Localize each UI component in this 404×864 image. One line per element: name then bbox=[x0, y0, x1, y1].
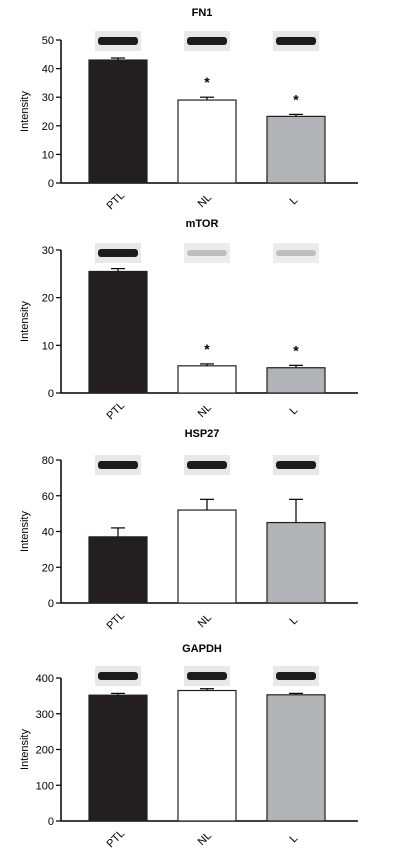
chart-title: GAPDH bbox=[182, 643, 222, 655]
chart-title: FN1 bbox=[192, 7, 213, 19]
chart-title: HSP27 bbox=[185, 428, 220, 440]
chart-panel-fn1: FN1 0 10 20 30 40 50 Intensity PTL * NL * L bbox=[19, 7, 358, 212]
y-tick-label: 200 bbox=[36, 745, 54, 757]
x-tick-label: PTL bbox=[104, 189, 127, 212]
y-tick-label: 50 bbox=[42, 35, 54, 47]
x-tick-label: NL bbox=[196, 192, 214, 210]
y-tick-label: 40 bbox=[42, 527, 54, 539]
y-tick-label: 0 bbox=[48, 598, 54, 610]
y-tick-label: 20 bbox=[42, 562, 54, 574]
x-tick-label: PTL bbox=[104, 609, 127, 632]
chart-title: mTOR bbox=[186, 218, 219, 230]
y-tick-label: 10 bbox=[42, 340, 54, 352]
bar-nl bbox=[177, 99, 237, 184]
x-tick-label: L bbox=[287, 404, 300, 417]
bar-nl bbox=[177, 509, 237, 604]
bar-l bbox=[266, 694, 326, 822]
x-tick-label: NL bbox=[196, 830, 214, 848]
chart-panel-gapdh: GAPDH 0 100 200 300 400 Intensity PTL NL L bbox=[19, 643, 358, 850]
bar-nl bbox=[177, 689, 237, 822]
x-tick-label: NL bbox=[196, 402, 214, 420]
y-tick-label: 80 bbox=[42, 455, 54, 467]
x-tick-label: L bbox=[287, 832, 300, 845]
y-tick-label: 60 bbox=[42, 491, 54, 503]
chart-panel-mtor: mTOR 0 10 20 30 Intensity PTL * NL * L bbox=[19, 218, 358, 422]
bar-l bbox=[266, 367, 326, 394]
y-axis-label: Intensity bbox=[19, 91, 31, 132]
bar-ptl bbox=[88, 536, 148, 604]
y-tick-label: 20 bbox=[42, 121, 54, 133]
blot-band bbox=[187, 672, 227, 680]
chart-panel-hsp27: HSP27 0 20 40 60 80 Intensity PTL NL L bbox=[19, 428, 358, 632]
y-tick-label: 20 bbox=[42, 293, 54, 305]
y-axis-label: Intensity bbox=[19, 301, 31, 342]
x-tick-label: L bbox=[287, 614, 300, 627]
y-axis-label: Intensity bbox=[19, 511, 31, 552]
blot-band bbox=[98, 461, 138, 469]
blot-band bbox=[187, 250, 227, 256]
y-tick-label: 0 bbox=[48, 178, 54, 190]
y-tick-label: 0 bbox=[48, 816, 54, 828]
x-tick-label: PTL bbox=[104, 399, 127, 422]
blot-band bbox=[276, 250, 316, 256]
y-tick-label: 100 bbox=[36, 780, 54, 792]
blot-band bbox=[276, 461, 316, 469]
bar-nl bbox=[177, 365, 237, 394]
bar-l bbox=[266, 521, 326, 604]
y-tick-label: 30 bbox=[42, 92, 54, 104]
blot-band bbox=[98, 249, 138, 257]
blot-band bbox=[187, 37, 227, 45]
y-axis-label: Intensity bbox=[19, 729, 31, 770]
significance-marker: * bbox=[204, 74, 210, 90]
y-tick-label: 30 bbox=[42, 245, 54, 257]
y-tick-label: 40 bbox=[42, 64, 54, 76]
blot-band bbox=[98, 37, 138, 45]
y-tick-label: 300 bbox=[36, 709, 54, 721]
significance-marker: * bbox=[293, 342, 299, 358]
x-tick-label: NL bbox=[196, 612, 214, 630]
bar-l bbox=[266, 115, 326, 184]
blot-band bbox=[276, 672, 316, 680]
bar-ptl bbox=[88, 694, 148, 822]
significance-marker: * bbox=[204, 341, 210, 357]
significance-marker: * bbox=[293, 91, 299, 107]
bar-ptl bbox=[88, 59, 148, 184]
bar-ptl bbox=[88, 270, 148, 394]
y-tick-label: 0 bbox=[48, 388, 54, 400]
x-tick-label: PTL bbox=[104, 827, 127, 850]
y-tick-label: 400 bbox=[36, 673, 54, 685]
blot-band bbox=[276, 37, 316, 45]
x-tick-label: L bbox=[287, 194, 300, 207]
y-tick-label: 10 bbox=[42, 149, 54, 161]
blot-band bbox=[187, 461, 227, 469]
blot-band bbox=[98, 672, 138, 680]
